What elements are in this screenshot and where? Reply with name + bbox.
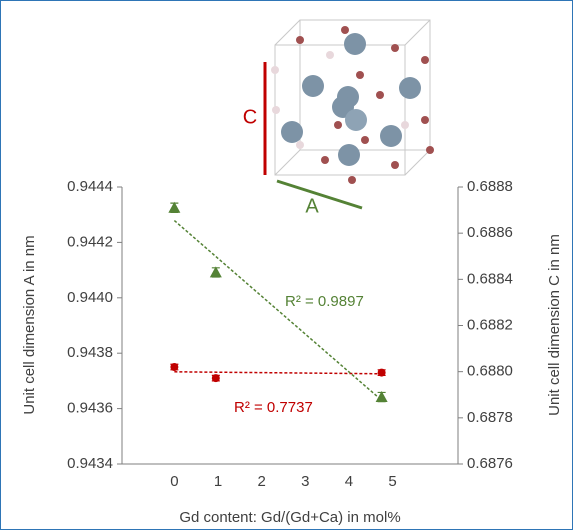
a-axis-indicator [276,179,363,210]
atoms [271,26,434,184]
structure-label: C [243,106,257,128]
trendline-label: R² = 0.9897 [285,293,364,310]
y2-tick-label: 0.6888 [467,178,513,195]
x-tick-label: 5 [388,473,396,490]
x-tick-label: 4 [345,473,353,490]
y2-axis-title: Unit cell dimension C in nm [546,234,563,416]
y2-tick-label: 0.6884 [467,270,513,287]
y-axis-title: Unit cell dimension A in nm [21,235,38,414]
y2-tick-label: 0.6886 [467,224,513,241]
y-tick-label: 0.9436 [67,400,113,417]
x-tick-label: 3 [301,473,309,490]
x-tick-label: 1 [214,473,222,490]
data-point [209,266,222,278]
y-tick-label: 0.9444 [67,178,113,195]
y-tick-label: 0.9438 [67,344,113,361]
trendline [173,219,383,401]
data-point [377,368,386,377]
structure-label: A [305,195,319,217]
y-tick-label: 0.9434 [67,455,113,472]
data-point [170,363,179,372]
data-point [211,374,220,383]
y2-tick-label: 0.6882 [467,316,513,333]
y2-tick-label: 0.6880 [467,363,513,380]
data-point [375,391,388,403]
x-axis-title: Gd content: Gd/(Gd+Ca) in mol% [179,509,400,526]
trendline [174,371,382,375]
y-tick-label: 0.9442 [67,233,113,250]
x-tick-label: 2 [257,473,265,490]
y2-tick-label: 0.6878 [467,409,513,426]
y-tick-label: 0.9440 [67,289,113,306]
data-point [168,201,181,213]
x-tick-label: 0 [170,473,178,490]
y2-tick-label: 0.6876 [467,455,513,472]
trendline-label: R² = 0.7737 [234,399,313,416]
